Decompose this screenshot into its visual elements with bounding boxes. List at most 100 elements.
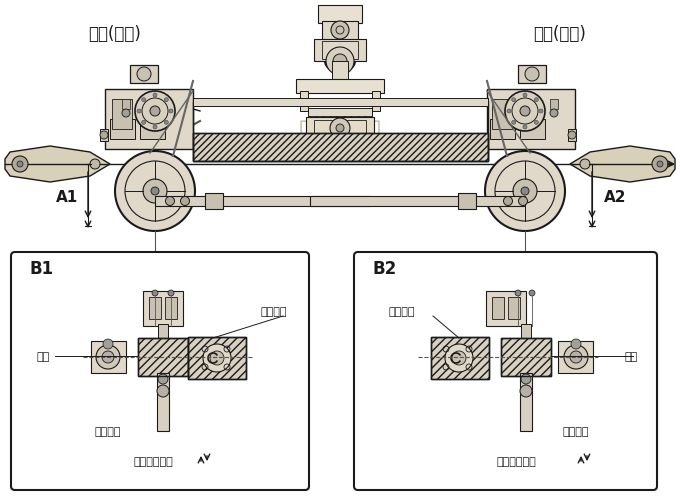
Circle shape [570, 351, 582, 363]
Bar [501, 338, 551, 376]
Bar [110, 120, 135, 140]
Circle shape [507, 110, 511, 114]
Bar [143, 292, 183, 326]
Circle shape [445, 344, 473, 372]
Bar [501, 338, 551, 376]
Bar [431, 337, 489, 379]
Circle shape [511, 121, 515, 125]
Circle shape [141, 121, 146, 125]
Text: 十字接头: 十字接头 [388, 307, 415, 316]
Bar [324, 117, 329, 126]
Bar [193, 99, 488, 107]
Bar [492, 298, 504, 319]
Circle shape [505, 92, 545, 132]
Bar [105, 90, 193, 150]
Circle shape [103, 339, 113, 349]
Bar [100, 130, 108, 142]
Circle shape [165, 121, 169, 125]
Circle shape [157, 385, 169, 397]
Bar [310, 196, 525, 206]
Text: 主動(送料): 主動(送料) [88, 25, 141, 43]
Bar [338, 117, 343, 126]
Bar [193, 102, 488, 162]
Bar [521, 324, 531, 341]
Circle shape [534, 121, 539, 125]
Circle shape [158, 374, 168, 384]
Bar [568, 130, 576, 142]
Bar [490, 120, 515, 140]
Circle shape [657, 162, 663, 168]
Bar [520, 120, 545, 140]
Bar [310, 117, 315, 126]
Circle shape [525, 68, 539, 82]
Circle shape [523, 94, 527, 98]
Bar [520, 373, 532, 431]
Circle shape [96, 345, 120, 369]
Circle shape [485, 152, 565, 231]
Circle shape [12, 157, 28, 173]
Bar [205, 193, 223, 209]
FancyBboxPatch shape [354, 253, 657, 490]
Circle shape [152, 291, 158, 297]
FancyBboxPatch shape [11, 253, 309, 490]
Text: 摇臂: 摇臂 [625, 351, 638, 361]
Text: 固定螺帽: 固定螺帽 [95, 426, 121, 436]
Circle shape [143, 180, 167, 203]
Circle shape [333, 55, 347, 69]
Circle shape [529, 291, 535, 297]
Bar [518, 66, 546, 84]
Circle shape [153, 94, 157, 98]
Bar [352, 117, 357, 126]
Circle shape [511, 99, 515, 103]
Circle shape [571, 339, 581, 349]
Bar [188, 337, 246, 379]
Circle shape [568, 132, 576, 140]
Bar [322, 42, 358, 60]
Text: 南海達机械: 南海達机械 [299, 118, 381, 146]
Circle shape [122, 110, 130, 118]
Circle shape [153, 126, 157, 130]
Bar [308, 109, 372, 117]
Circle shape [115, 152, 195, 231]
Text: B1: B1 [29, 260, 53, 278]
Text: 十字接头: 十字接头 [260, 307, 287, 316]
Circle shape [165, 99, 169, 103]
Circle shape [523, 126, 527, 130]
Bar [314, 40, 366, 62]
Bar [296, 80, 384, 94]
Bar [193, 134, 488, 162]
Bar [193, 134, 488, 162]
Bar [165, 298, 177, 319]
Text: 偏心连接心轴: 偏心连接心轴 [496, 456, 536, 466]
Circle shape [330, 119, 350, 139]
Circle shape [165, 197, 175, 206]
Circle shape [203, 344, 231, 372]
Bar [372, 92, 380, 112]
Bar [332, 62, 348, 82]
Text: 被動(拉料): 被動(拉料) [534, 25, 586, 43]
Circle shape [151, 188, 159, 195]
Bar [486, 292, 526, 326]
Text: A1: A1 [56, 189, 78, 204]
Text: 偏心连接心轴: 偏心连接心轴 [133, 456, 173, 466]
Circle shape [168, 291, 174, 297]
Circle shape [564, 345, 588, 369]
Bar [366, 117, 371, 126]
Bar [550, 100, 558, 110]
Circle shape [331, 22, 349, 40]
Circle shape [534, 99, 539, 103]
Bar [158, 324, 168, 341]
Circle shape [135, 92, 175, 132]
Circle shape [180, 197, 190, 206]
Bar [431, 337, 489, 379]
Bar [112, 100, 132, 130]
Bar [130, 66, 158, 84]
Bar [314, 121, 366, 137]
Text: B2: B2 [372, 260, 396, 278]
Bar [318, 6, 362, 24]
Bar [359, 117, 364, 126]
Polygon shape [5, 147, 110, 183]
Circle shape [515, 291, 521, 297]
Bar [458, 193, 476, 209]
Bar [122, 100, 130, 110]
